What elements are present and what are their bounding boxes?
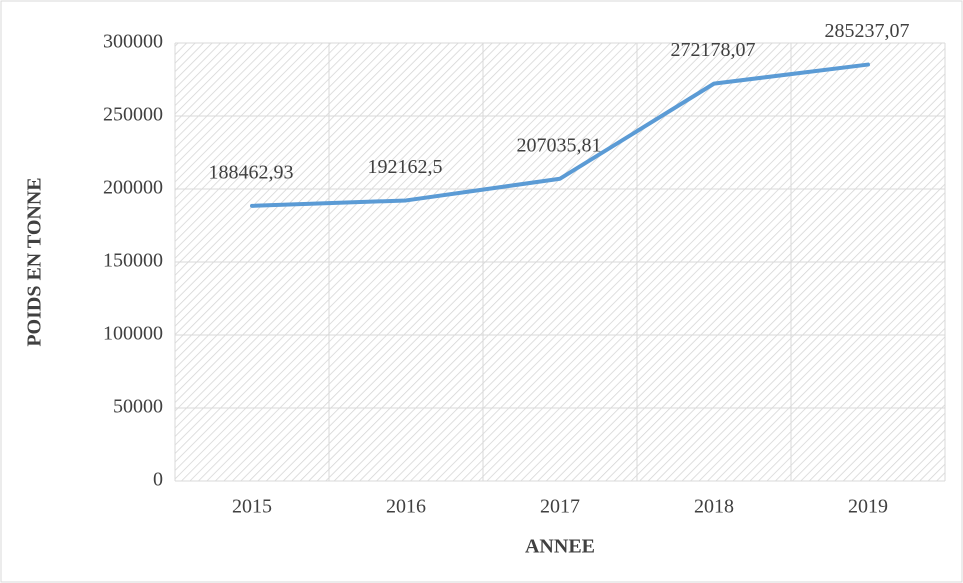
x-tick-label: 2017 [540,496,580,518]
x-axis-title: ANNEE [525,536,595,558]
data-label: 285237,07 [825,20,910,42]
x-tick-label: 2015 [232,496,272,518]
x-tick-label: 2016 [386,496,426,518]
data-label: 207035,81 [517,134,602,156]
y-tick-label: 150000 [103,250,163,272]
x-tick-label: 2019 [848,496,888,518]
data-label: 272178,07 [671,39,756,61]
line-series [250,62,870,208]
y-axis-title: POIDS EN TONNE [24,177,46,346]
y-tick-label: 200000 [103,177,163,199]
y-tick-label: 250000 [103,104,163,126]
data-label: 192162,5 [368,156,443,178]
x-tick-label: 2018 [694,496,734,518]
y-tick-label: 300000 [103,31,163,53]
data-label: 188462,93 [209,161,294,183]
y-tick-label: 50000 [113,396,163,418]
y-tick-label: 0 [153,469,163,491]
y-tick-label: 100000 [103,323,163,345]
